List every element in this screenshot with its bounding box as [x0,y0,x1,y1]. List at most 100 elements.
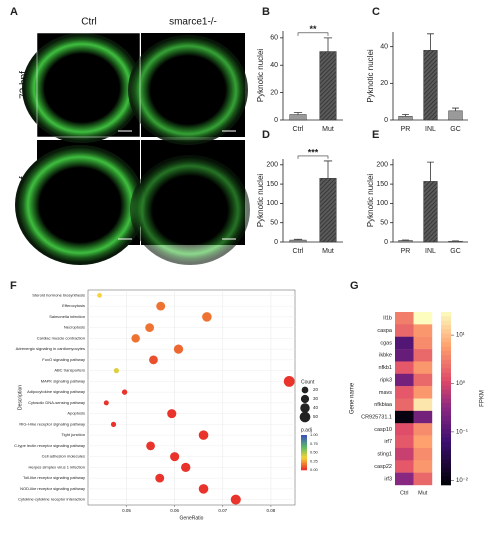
heatmap-cell [413,349,433,362]
heatmap-cell [395,398,414,412]
x-tick-label: Ctrl [293,248,304,255]
colorbar-segment [301,447,307,450]
colorbar-tick-label: 0.75 [310,441,319,446]
colorbar-segment [441,480,451,486]
dot [97,293,102,298]
colorbar-segment [301,435,307,438]
colorbar-segment [441,420,451,425]
y-axis-label: Description [17,385,23,410]
heatmap-cell [395,324,414,337]
colorbar-segment [441,337,451,343]
legend-dot [300,403,310,413]
bar [289,239,307,243]
row-label: ripk3 [380,377,392,383]
row-label: irf7 [384,439,392,445]
row-label: sting1 [377,452,392,458]
bar [448,110,463,121]
panel-label: G [350,280,359,292]
heatmap-cell [395,423,414,436]
x-tick-label: 0.08 [267,508,276,513]
row-label: irf3 [384,476,392,482]
y-axis-label: Gene name [350,382,356,414]
colorbar-segment [441,437,451,443]
heatmap-cell [395,472,414,486]
colorbar-segment [301,461,307,464]
heatmap-cell [413,410,433,424]
y-tick-label: 100 [266,200,278,207]
y-tick-label: 40 [380,44,388,51]
category-label: Cell adhesion molecules [42,454,85,459]
dot [145,323,154,332]
category-label: Efferocytosis [62,303,85,308]
colorbar-segment [441,320,451,326]
dot [149,355,158,365]
category-label: MAPK signaling pathway [41,378,85,383]
y-tick-label: 0 [384,117,388,124]
colorbar-segment [301,450,307,453]
heatmap-cell [413,336,433,350]
colorbar-segment [441,368,451,373]
colorbar-segment [301,463,307,466]
row-label: cgas [380,340,392,346]
error-bar [427,161,434,182]
category-label: Apoptosis [67,411,85,416]
bar [319,51,337,121]
y-tick-label: 50 [380,220,388,227]
significance-bracket [297,32,329,36]
category-label: ABC transporters [54,368,85,373]
retina [130,155,250,265]
colorbar-segment [441,329,451,334]
colorbar-segment [441,316,451,321]
column-label: Ctrl [400,490,409,496]
colorbar-segment [441,424,451,430]
heatmap-cell [395,336,414,350]
colorbar-segment [301,438,307,441]
colorbar-segment [441,363,451,369]
heatmap-cell [413,423,433,436]
error-bar [293,238,303,241]
heatmap-cell [413,472,433,486]
bar [398,240,413,243]
x-axis-label: GeneRatio [180,515,204,521]
y-axis-label: Pyknotic nuclei [256,174,265,228]
colorbar-tick-label: 10¹ [456,333,465,339]
colorbar-segment [441,359,451,365]
heatmap-cell [413,460,433,473]
colorbar-segment [441,389,451,395]
heatmap-cell [413,386,433,399]
colorbar-segment [441,398,451,404]
category-label: Steroid hormone biosynthesis [32,292,85,297]
colorbar-segment [441,346,451,352]
colorbar-tick-label: 10⁻² [456,478,468,484]
dot [283,375,295,387]
x-tick-label: INL [425,248,436,255]
colorbar-segment [301,445,307,448]
y-tick-label: 150 [376,181,388,188]
x-tick-label: INL [425,126,436,133]
colorbar-segment [301,449,307,452]
significance-label: *** [308,147,319,157]
colorbar-segment [301,459,307,462]
heatmap-cell [413,435,433,449]
frame [36,32,141,138]
row-label: Il1b [383,316,392,322]
colorbar-segment [301,466,307,469]
significance-label: ** [309,24,317,34]
colorbar-segment [441,355,451,360]
column-label: smarce1-/- [169,17,217,28]
colorbar-segment [441,350,451,356]
x-tick-label: Ctrl [293,126,304,133]
y-tick-label: 200 [266,162,278,169]
y-tick-label: 150 [266,181,278,188]
bar [448,240,463,243]
colorbar-segment [441,312,451,317]
colorbar-segment [441,381,451,386]
panel-label: A [10,6,18,18]
colorbar-segment [441,407,451,412]
y-tick-label: 0 [274,117,278,124]
dot [230,494,241,505]
retina [22,33,142,143]
column-label: Ctrl [81,17,97,28]
heatmap-cell [413,398,433,412]
category-label: C-type lectin receptor signaling pathway [14,443,85,448]
